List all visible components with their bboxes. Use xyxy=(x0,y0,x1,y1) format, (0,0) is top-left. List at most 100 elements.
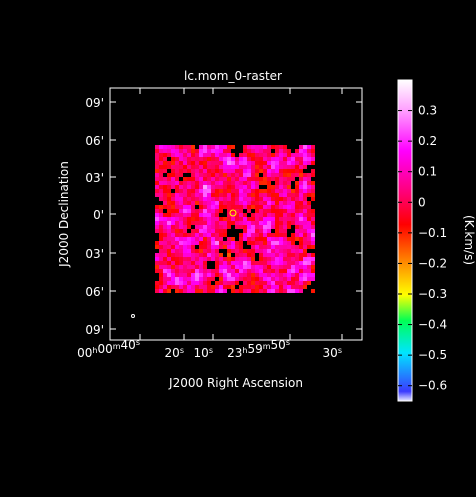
map-pixel xyxy=(155,209,159,213)
map-pixel xyxy=(171,181,175,185)
map-pixel xyxy=(235,281,239,285)
map-pixel xyxy=(251,273,255,277)
map-pixel xyxy=(283,261,287,265)
map-pixel xyxy=(215,157,219,161)
map-pixel xyxy=(275,193,279,197)
map-pixel xyxy=(291,213,295,217)
map-pixel xyxy=(303,213,307,217)
map-pixel xyxy=(283,253,287,257)
map-pixel xyxy=(219,241,223,245)
map-pixel xyxy=(211,233,215,237)
map-pixel xyxy=(299,185,303,189)
map-pixel xyxy=(223,169,227,173)
map-pixel xyxy=(267,161,271,165)
map-pixel xyxy=(271,193,275,197)
map-pixel xyxy=(175,237,179,241)
map-pixel xyxy=(167,173,171,177)
map-pixel xyxy=(155,169,159,173)
map-pixel xyxy=(279,257,283,261)
colorbar-tick-label: −0.4 xyxy=(418,318,447,332)
map-pixel xyxy=(155,145,159,149)
map-pixel xyxy=(303,173,307,177)
map-pixel xyxy=(275,237,279,241)
map-pixel xyxy=(231,257,235,261)
map-pixel xyxy=(259,269,263,273)
map-pixel xyxy=(299,281,303,285)
map-pixel xyxy=(175,273,179,277)
map-pixel xyxy=(247,277,251,281)
map-pixel xyxy=(251,217,255,221)
map-pixel xyxy=(235,249,239,253)
map-pixel xyxy=(175,145,179,149)
map-pixel xyxy=(239,245,243,249)
map-pixel xyxy=(231,161,235,165)
map-pixel xyxy=(307,145,311,149)
map-pixel xyxy=(247,161,251,165)
map-pixel xyxy=(259,265,263,269)
map-pixel xyxy=(291,165,295,169)
map-pixel xyxy=(179,277,183,281)
map-pixel xyxy=(171,257,175,261)
map-pixel xyxy=(171,165,175,169)
map-pixel xyxy=(219,157,223,161)
map-pixel xyxy=(307,193,311,197)
map-pixel xyxy=(247,153,251,157)
map-pixel xyxy=(267,217,271,221)
map-pixel xyxy=(195,221,199,225)
map-pixel xyxy=(167,245,171,249)
map-pixel xyxy=(311,261,315,265)
map-pixel xyxy=(267,181,271,185)
map-pixel xyxy=(219,153,223,157)
map-pixel xyxy=(227,221,231,225)
map-pixel xyxy=(267,233,271,237)
map-pixel xyxy=(267,189,271,193)
map-pixel xyxy=(203,157,207,161)
map-pixel xyxy=(251,265,255,269)
map-pixel xyxy=(267,169,271,173)
map-pixel xyxy=(255,229,259,233)
map-pixel xyxy=(179,265,183,269)
map-pixel xyxy=(283,157,287,161)
map-pixel xyxy=(295,225,299,229)
map-pixel xyxy=(223,189,227,193)
map-pixel xyxy=(231,269,235,273)
map-pixel xyxy=(171,161,175,165)
intensity-map xyxy=(155,145,315,293)
map-pixel xyxy=(247,217,251,221)
map-pixel xyxy=(227,241,231,245)
map-pixel xyxy=(251,245,255,249)
map-pixel xyxy=(155,189,159,193)
map-pixel xyxy=(191,153,195,157)
map-pixel xyxy=(299,241,303,245)
map-pixel xyxy=(167,257,171,261)
map-pixel xyxy=(295,209,299,213)
map-pixel xyxy=(255,177,259,181)
map-pixel xyxy=(283,173,287,177)
map-pixel xyxy=(263,221,267,225)
map-pixel xyxy=(187,153,191,157)
map-pixel xyxy=(183,213,187,217)
map-pixel xyxy=(307,213,311,217)
map-pixel xyxy=(259,161,263,165)
map-pixel xyxy=(255,269,259,273)
map-pixel xyxy=(183,205,187,209)
map-pixel xyxy=(255,273,259,277)
map-pixel xyxy=(263,285,267,289)
map-pixel xyxy=(195,265,199,269)
map-pixel xyxy=(295,165,299,169)
map-pixel xyxy=(311,169,315,173)
map-pixel xyxy=(279,157,283,161)
map-pixel xyxy=(211,201,215,205)
map-pixel xyxy=(163,217,167,221)
map-pixel xyxy=(255,289,259,293)
map-pixel xyxy=(239,213,243,217)
map-pixel xyxy=(259,165,263,169)
map-pixel xyxy=(279,145,283,149)
map-pixel xyxy=(283,257,287,261)
map-pixel xyxy=(191,265,195,269)
map-pixel xyxy=(307,153,311,157)
map-pixel xyxy=(279,253,283,257)
map-pixel xyxy=(283,241,287,245)
map-pixel xyxy=(279,265,283,269)
